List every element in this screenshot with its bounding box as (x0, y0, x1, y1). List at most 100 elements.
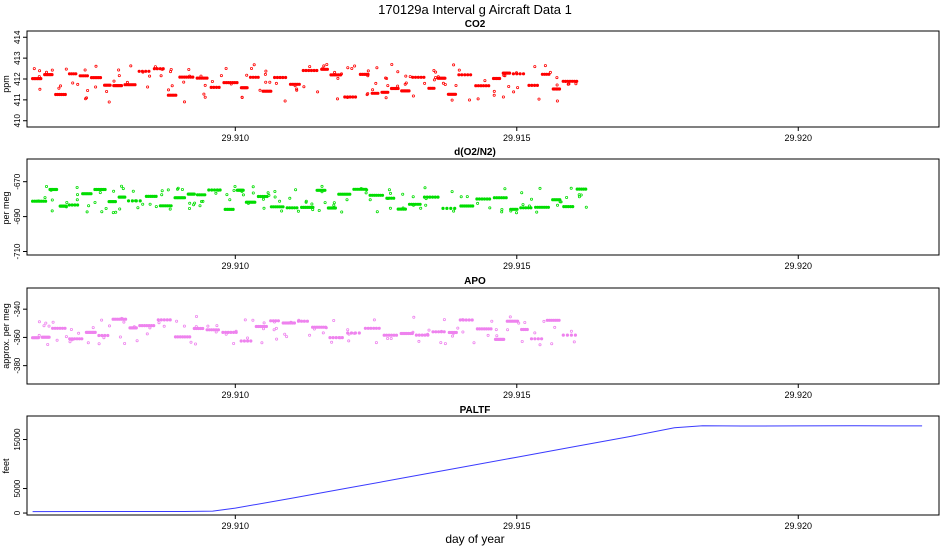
co2-point (147, 69, 151, 73)
apo-point (442, 330, 446, 334)
apo-point (573, 333, 578, 337)
apo-point (464, 318, 468, 322)
apo-point (122, 320, 126, 324)
paltf-x-tick-label: 29.920 (784, 521, 812, 531)
apo-point (274, 326, 278, 330)
o2n2-point (445, 206, 449, 210)
o2n2-point (50, 209, 54, 213)
o2n2-point (73, 203, 77, 207)
co2-point (316, 90, 320, 94)
co2-point (487, 84, 491, 88)
apo-point (569, 333, 574, 337)
apo-point (317, 325, 321, 329)
o2n2-point (401, 206, 405, 210)
apo-point (178, 335, 182, 339)
o2n2-point (188, 201, 192, 205)
co2-point (117, 68, 121, 72)
o2n2-point (450, 190, 454, 194)
co2-point (537, 97, 541, 101)
apo-point (472, 341, 476, 345)
apo-point (210, 328, 214, 332)
apo-point (214, 328, 218, 332)
co2-point (371, 88, 375, 92)
o2n2-point (111, 211, 115, 215)
o2n2-point (453, 206, 457, 210)
o2n2-point (452, 209, 456, 213)
apo-point (194, 325, 198, 329)
apo-point (234, 329, 238, 333)
co2-point (166, 88, 170, 92)
o2n2-point (584, 205, 588, 209)
apo-point (529, 337, 534, 341)
o2n2-point (310, 202, 314, 206)
o2n2-point (262, 206, 266, 210)
o2n2-point (546, 205, 551, 209)
co2-point (568, 79, 572, 83)
apo-point (461, 330, 465, 334)
apo-point (51, 326, 55, 330)
o2n2-point (39, 199, 43, 203)
co2-point (233, 81, 237, 85)
apo-point (275, 337, 279, 341)
o2n2-point (216, 188, 220, 192)
apo-point (502, 337, 506, 341)
apo-point (417, 339, 421, 343)
co2-point (419, 75, 423, 79)
o2n2-point (418, 202, 422, 206)
co2-point (479, 84, 483, 88)
co2-point (527, 83, 531, 87)
o2n2-point (225, 193, 229, 197)
apo-point (450, 334, 454, 338)
o2n2-point (168, 207, 172, 211)
o2n2-point (273, 195, 277, 199)
co2-point (98, 76, 103, 80)
o2n2-point (126, 199, 131, 203)
co2-point (264, 69, 268, 73)
co2-point (460, 73, 464, 77)
o2n2-point (64, 205, 68, 209)
paltf-plot-frame (26, 415, 940, 516)
co2-point (483, 79, 487, 83)
co2-point (240, 96, 244, 100)
co2-point (413, 75, 418, 79)
apo-point (377, 326, 381, 330)
apo-point (565, 333, 570, 337)
co2-point (343, 95, 347, 99)
o2n2-point (441, 206, 445, 210)
co2-point (252, 63, 256, 67)
co2-point (264, 80, 268, 84)
o2n2-point (176, 186, 180, 190)
o2n2-point (130, 199, 134, 203)
o2n2-point (423, 186, 427, 190)
o2n2-point (515, 211, 519, 215)
o2n2-point (114, 210, 118, 214)
o2n2-point (520, 191, 524, 195)
apo-point (63, 326, 67, 330)
co2-point (112, 79, 116, 83)
co2-point (119, 84, 124, 88)
apo-point (297, 318, 301, 322)
co2-point (86, 89, 90, 93)
o2n2-point (241, 193, 245, 197)
apo-point (451, 331, 455, 335)
o2n2-point (556, 203, 560, 207)
co2-point (474, 84, 478, 88)
apo-point (347, 332, 351, 336)
apo-point (242, 339, 246, 343)
apo-point (193, 342, 197, 346)
o2n2-point (414, 202, 418, 206)
o2n2-point (103, 187, 107, 192)
co2-point (484, 84, 488, 88)
co2-point (205, 76, 209, 80)
apo-y-tick-label: -380 (13, 357, 22, 374)
o2n2-point (131, 189, 135, 193)
apo-point (124, 317, 128, 321)
co2-points (30, 63, 579, 104)
co2-point (141, 70, 145, 74)
apo-point (216, 328, 220, 332)
co2-point (295, 88, 299, 92)
o2n2-point (436, 195, 440, 199)
apo-point (156, 318, 160, 322)
o2n2-point (320, 190, 324, 194)
apo-point (189, 340, 193, 344)
